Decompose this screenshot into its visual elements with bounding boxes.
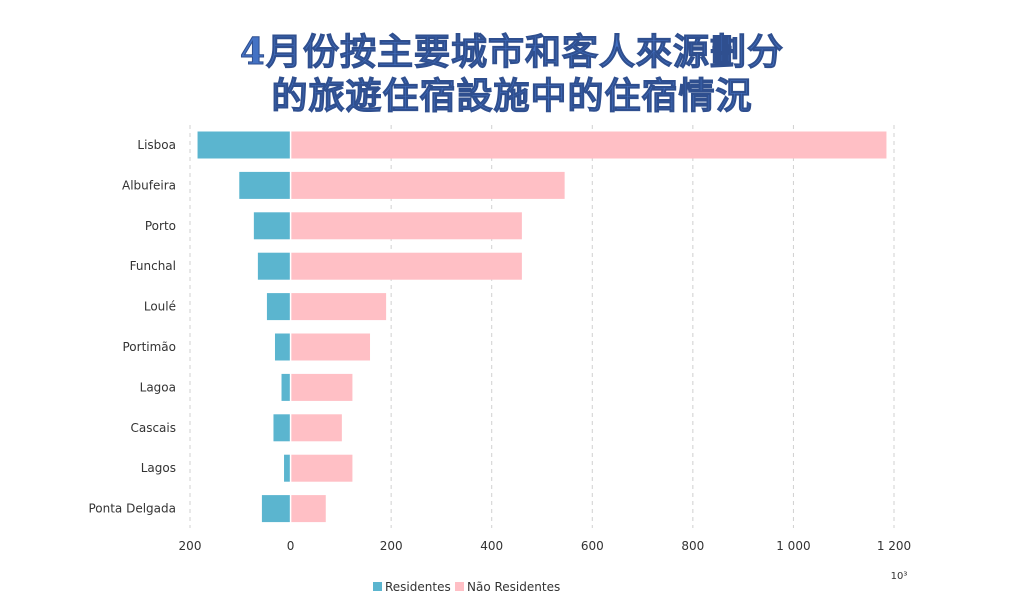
bar-residentes-cascais — [273, 414, 291, 442]
bar-residentes-portim-o — [274, 333, 291, 361]
bar-residentes-albufeira — [239, 171, 291, 199]
bar-nao-residentes-lagoa — [290, 373, 353, 401]
bar-residentes-lagos — [284, 454, 291, 482]
bar-nao-residentes-funchal — [290, 252, 522, 280]
bar-residentes-funchal — [257, 252, 291, 280]
category-label-funchal: Funchal — [130, 259, 176, 273]
bar-nao-residentes-portim-o — [290, 333, 371, 361]
category-label-albufeira: Albufeira — [122, 178, 176, 192]
bar-residentes-ponta-delgada — [261, 495, 291, 523]
bar-nao-residentes-lisboa — [290, 131, 887, 159]
legend-swatch-residentes — [373, 582, 382, 591]
bar-nao-residentes-lagos — [290, 454, 353, 482]
bar-nao-residentes-ponta-delgada — [290, 495, 326, 523]
bar-nao-residentes-porto — [290, 212, 522, 240]
category-label-lagoa: Lagoa — [140, 380, 176, 394]
legend-swatch-nao-residentes — [455, 582, 464, 591]
category-label-lisboa: Lisboa — [137, 138, 176, 152]
x-tick-label-4: 600 — [581, 539, 604, 553]
unit-label: 10³ — [891, 571, 908, 582]
category-label-porto: Porto — [145, 219, 176, 233]
x-tick-label-1: 0 — [287, 539, 295, 553]
bar-residentes-lisboa — [197, 131, 291, 159]
bar-nao-residentes-albufeira — [290, 171, 565, 199]
x-tick-label-3: 400 — [480, 539, 503, 553]
x-tick-label-6: 1 000 — [776, 539, 810, 553]
chart-title-line-1: 4月份按主要城市和客人來源劃分 — [239, 31, 785, 74]
x-tick-label-5: 800 — [681, 539, 704, 553]
category-label-portim-o: Portimão — [122, 340, 176, 354]
category-label-loul-: Loulé — [144, 300, 176, 314]
chart-title: 4月份按主要城市和客人來源劃分 的旅遊住宿設施中的住宿情況 — [0, 30, 1024, 118]
bar-residentes-porto — [253, 212, 291, 240]
category-label-ponta-delgada: Ponta Delgada — [88, 502, 176, 516]
bar-residentes-lagoa — [281, 373, 291, 401]
x-tick-label-7: 1 200 — [877, 539, 911, 553]
chart-title-line-2: 的旅遊住宿設施中的住宿情況 — [271, 75, 753, 118]
legend-label-nao-residentes: Não Residentes — [467, 580, 560, 594]
category-label-lagos: Lagos — [141, 461, 176, 475]
category-label-cascais: Cascais — [130, 421, 176, 435]
bar-nao-residentes-cascais — [290, 414, 342, 442]
bar-nao-residentes-loul- — [290, 293, 387, 321]
legend-label-residentes: Residentes — [385, 580, 451, 594]
x-tick-label-2: 200 — [380, 539, 403, 553]
x-tick-label-0: 200 — [179, 539, 202, 553]
bar-residentes-loul- — [266, 293, 291, 321]
